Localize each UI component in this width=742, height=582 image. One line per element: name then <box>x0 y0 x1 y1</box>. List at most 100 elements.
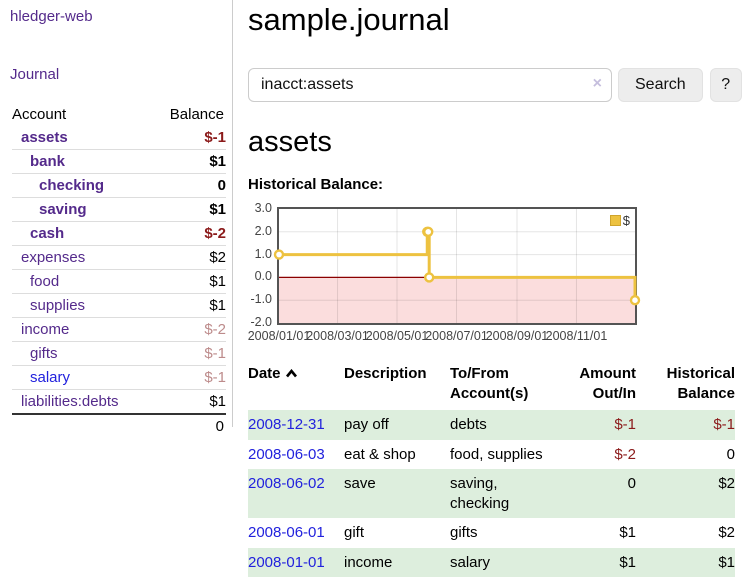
account-link-assets[interactable]: assets <box>21 129 68 146</box>
account-balance: $1 <box>152 150 226 174</box>
account-row: expenses $2 <box>12 246 226 270</box>
chart-title: Historical Balance: <box>248 176 742 193</box>
balance-column-header: Historical Balance <box>640 361 735 411</box>
account-link-food[interactable]: food <box>30 273 59 290</box>
account-row: liabilities:debts $1 <box>12 390 226 415</box>
accounts-table: Account Balance assets$-1bank$1checking0… <box>12 103 226 438</box>
account-row: assets $-1 <box>12 126 226 150</box>
x-axis-tick-label: 2008/01/01 <box>247 329 311 343</box>
y-axis-tick-label: 2.0 <box>246 224 272 238</box>
account-balance: $-1 <box>152 342 226 366</box>
account-balance: $-2 <box>152 222 226 246</box>
description-column-header: Description <box>344 361 450 411</box>
account-cell: food <box>12 270 152 294</box>
account-row: food $1 <box>12 270 226 294</box>
account-cell: income <box>12 318 152 342</box>
account-balance: $1 <box>152 294 226 318</box>
balance-column-header: Balance <box>152 103 226 126</box>
total-row: 0 <box>12 414 226 438</box>
account-row: checking 0 <box>12 174 226 198</box>
y-axis-tick-label: -2.0 <box>246 315 272 329</box>
data-point-marker <box>631 296 639 304</box>
account-link-income[interactable]: income <box>21 321 69 338</box>
help-button[interactable]: ? <box>710 68 742 102</box>
account-cell: gifts <box>12 342 152 366</box>
account-balance: $1 <box>152 198 226 222</box>
sidebar-item-journal[interactable]: Journal <box>10 66 232 83</box>
transaction-date-cell: 2008-06-03 <box>248 440 344 469</box>
search-button[interactable]: Search <box>618 68 703 102</box>
account-balance: $-1 <box>152 366 226 390</box>
chart-plot-area: $ <box>277 207 637 325</box>
transaction-description: save <box>344 469 450 519</box>
transaction-date-link[interactable]: 2008-06-02 <box>248 475 325 492</box>
y-axis-tick-label: 0.0 <box>246 269 272 283</box>
account-cell: bank <box>12 150 152 174</box>
account-link-liabilities-debts[interactable]: liabilities:debts <box>21 393 119 410</box>
register-row: 2008-12-31pay offdebts$-1$-1 <box>248 410 735 439</box>
account-link-salary[interactable]: salary <box>30 369 70 386</box>
transaction-date-link[interactable]: 2008-06-03 <box>248 446 325 463</box>
y-axis-tick-label: -1.0 <box>246 292 272 306</box>
account-link-expenses[interactable]: expenses <box>21 249 85 266</box>
account-balance: $1 <box>152 270 226 294</box>
total-balance: 0 <box>152 414 226 438</box>
account-link-bank[interactable]: bank <box>30 153 65 170</box>
transaction-date-link[interactable]: 2008-12-31 <box>248 416 325 433</box>
transaction-accounts: saving, checking <box>450 469 554 519</box>
account-balance: 0 <box>152 174 226 198</box>
transaction-date-link[interactable]: 2008-01-01 <box>248 554 325 571</box>
account-link-supplies[interactable]: supplies <box>30 297 85 314</box>
account-link-saving[interactable]: saving <box>39 201 87 218</box>
search-input[interactable] <box>248 68 612 102</box>
legend-label: $ <box>623 213 630 228</box>
x-axis-tick-label: 2008/11/01 <box>544 329 608 343</box>
y-axis-tick-label: 1.0 <box>246 247 272 261</box>
account-link-checking[interactable]: checking <box>39 177 104 194</box>
account-row: bank $1 <box>12 150 226 174</box>
transaction-balance: $-1 <box>640 410 735 439</box>
account-balance: $1 <box>152 390 226 415</box>
data-point-marker <box>275 251 283 259</box>
transaction-balance: $1 <box>640 548 735 577</box>
account-link-cash[interactable]: cash <box>30 225 64 242</box>
account-balance: $-1 <box>152 126 226 150</box>
search-form: × Search ? <box>248 68 742 102</box>
transaction-description: income <box>344 548 450 577</box>
app-title-link[interactable]: hledger-web <box>10 8 232 25</box>
account-link-gifts[interactable]: gifts <box>30 345 58 362</box>
accounts-column-header: To/From Account(s) <box>450 361 554 411</box>
transaction-balance: 0 <box>640 440 735 469</box>
register-row: 2008-06-01giftgifts$1$2 <box>248 518 735 547</box>
transaction-amount: $1 <box>554 518 640 547</box>
data-point-marker <box>425 273 433 281</box>
register-table: Date Description To/From Account(s) Amou… <box>248 361 735 577</box>
account-cell: expenses <box>12 246 152 270</box>
register-row: 2008-06-03eat & shopfood, supplies$-20 <box>248 440 735 469</box>
transaction-date-link[interactable]: 2008-06-01 <box>248 524 325 541</box>
transaction-date-cell: 2008-01-01 <box>248 548 344 577</box>
main-content: sample.journal × Search ? assets Histori… <box>233 0 742 577</box>
clear-search-icon[interactable]: × <box>593 76 602 92</box>
chart-legend: $ <box>608 212 632 229</box>
x-axis-tick-label: 2008/05/01 <box>365 329 429 343</box>
account-cell: cash <box>12 222 152 246</box>
account-balance: $-2 <box>152 318 226 342</box>
transaction-accounts: salary <box>450 548 554 577</box>
search-input-wrap: × <box>248 68 612 102</box>
data-point-marker <box>424 228 432 236</box>
transaction-date-cell: 2008-06-02 <box>248 469 344 519</box>
account-row: saving $1 <box>12 198 226 222</box>
legend-swatch-icon <box>610 215 621 226</box>
register-header-row: Date Description To/From Account(s) Amou… <box>248 361 735 411</box>
account-row: supplies $1 <box>12 294 226 318</box>
sidebar: hledger-web Journal Account Balance asse… <box>0 0 233 427</box>
sort-ascending-icon <box>285 369 298 378</box>
account-balance: $2 <box>152 246 226 270</box>
transaction-accounts: food, supplies <box>450 440 554 469</box>
account-heading: assets <box>248 127 742 159</box>
account-row: income $-2 <box>12 318 226 342</box>
date-column-header[interactable]: Date <box>248 361 344 411</box>
account-cell: checking <box>12 174 152 198</box>
account-cell: saving <box>12 198 152 222</box>
